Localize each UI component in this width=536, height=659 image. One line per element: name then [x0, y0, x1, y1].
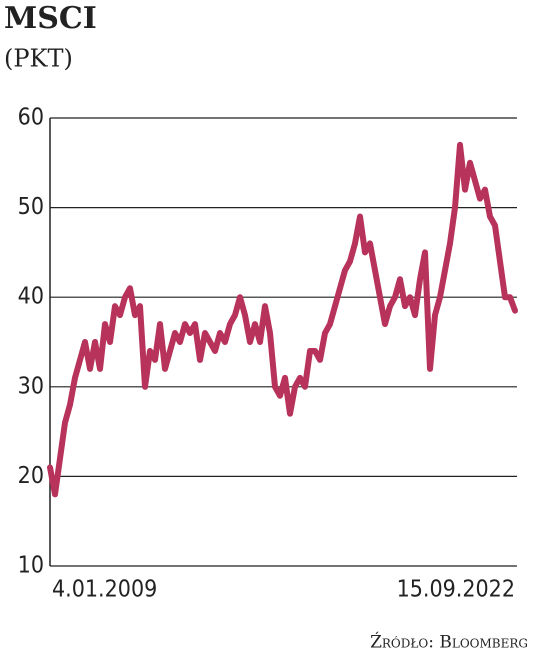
chart-subtitle: (PKT) [4, 45, 73, 73]
x-tick-label: 4.01.2009 [52, 577, 157, 603]
y-tick-label: 50 [18, 194, 44, 220]
data-line [47, 141, 518, 498]
source: Źródło: Bloomberg [370, 632, 528, 653]
y-tick-label: 10 [18, 553, 44, 579]
y-tick-label: 60 [18, 105, 44, 131]
y-tick-label: 20 [18, 463, 44, 489]
chart-title: MSCI [4, 1, 97, 36]
y-tick-label: 30 [18, 373, 44, 399]
y-tick-label: 40 [18, 284, 44, 310]
x-tick-label: 15.09.2022 [397, 577, 515, 603]
